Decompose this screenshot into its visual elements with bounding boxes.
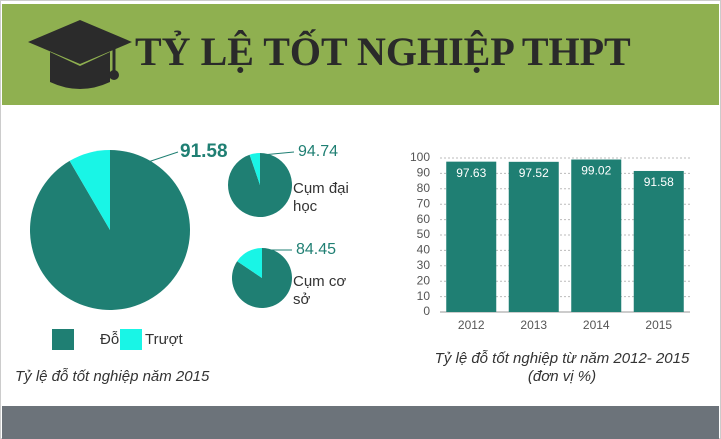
legend-label: Đỗ [100,331,119,348]
y-tick-label: 10 [417,289,431,303]
bar [633,170,684,312]
bar-value-label: 99.02 [581,164,611,178]
pie-title: Cụm cơ sở [293,273,347,308]
y-tick-label: 70 [417,196,431,210]
chart-caption: Tỷ lệ đỗ tốt nghiệp năm 2015 [15,368,210,385]
y-tick-label: 40 [417,243,431,257]
y-tick-label: 50 [417,227,431,241]
pie-slice [237,248,262,278]
legend-label: Trượt [145,331,183,348]
cap-icon [28,20,132,89]
pie-slice [29,150,190,310]
footer-band [2,406,719,439]
legend-swatch [120,329,142,350]
leader-line [147,151,179,163]
bar-value-label: 91.58 [644,175,674,189]
y-tick-label: 0 [423,304,430,318]
x-tick-label: 2014 [583,318,610,332]
y-tick-label: 20 [417,273,431,287]
page-title: TỶ LỆ TỐT NGHIỆP THPT [135,28,631,74]
x-tick-label: 2015 [645,318,672,332]
bar-value-label: 97.52 [519,166,549,180]
y-tick-label: 100 [410,150,430,164]
chart-subtitle: (đơn vị %) [528,368,596,385]
y-tick-label: 30 [417,258,431,272]
data-label: 84.45 [296,241,336,258]
data-label: 94.74 [298,143,338,160]
chart-caption: Tỷ lệ đỗ tốt nghiệp từ năm 2012- 2015 [435,350,690,367]
y-tick-label: 90 [417,166,431,180]
y-tick-label: 60 [417,212,431,226]
x-tick-label: 2013 [520,318,547,332]
data-label: 91.58 [180,141,228,162]
pie-title: Cụm đại học [293,180,349,215]
x-tick-label: 2012 [458,318,485,332]
pie-slice [249,153,260,185]
leader-line [261,151,295,156]
bar [571,159,622,312]
legend-swatch [52,329,74,350]
pie-slice [69,150,110,230]
header-band [2,4,719,105]
y-tick-label: 80 [417,181,431,195]
bar [446,161,497,312]
bar-value-label: 97.63 [456,166,486,180]
bar [508,161,559,312]
